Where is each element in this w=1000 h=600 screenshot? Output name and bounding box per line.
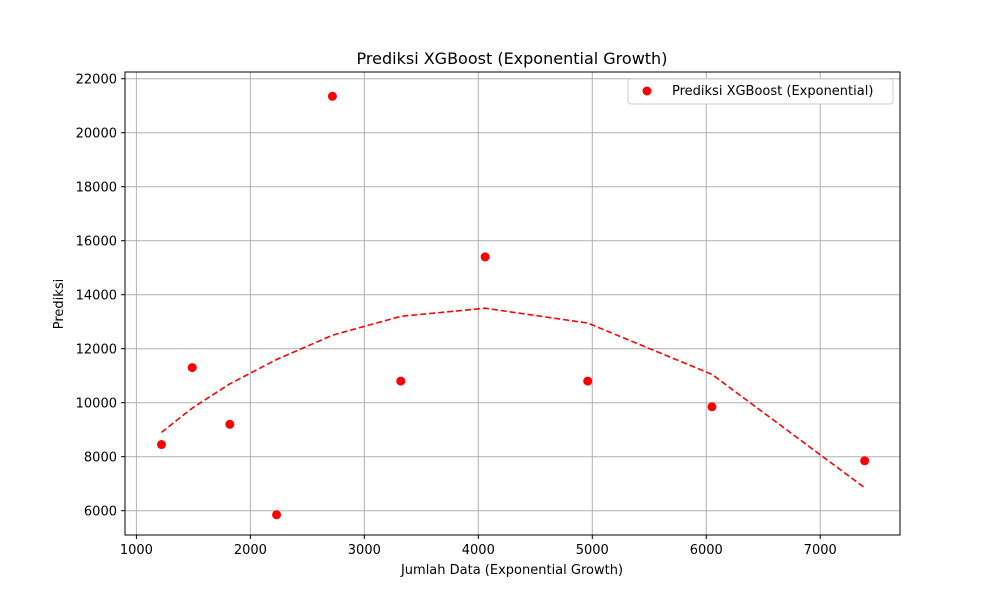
scatter-point [225, 419, 235, 429]
y-axis-label: Prediksi [52, 279, 67, 329]
scatter-point [156, 440, 166, 450]
x-tick-label: 1000 [120, 543, 153, 558]
x-tick-label: 3000 [348, 543, 381, 558]
scatter-point [187, 363, 197, 373]
x-tick-label: 4000 [462, 543, 495, 558]
y-tick-label: 14000 [76, 289, 117, 304]
y-tick-label: 18000 [76, 181, 117, 196]
x-tick-label: 7000 [804, 543, 837, 558]
x-axis: 1000 2000 3000 4000 5000 6000 7000 [120, 535, 837, 558]
y-tick-label: 8000 [84, 451, 117, 466]
y-tick-label: 22000 [76, 73, 117, 88]
scatter-point [480, 252, 490, 262]
x-tick-label: 2000 [234, 543, 267, 558]
x-tick-label: 6000 [690, 543, 723, 558]
plot-area [156, 91, 870, 520]
y-tick-label: 10000 [76, 397, 117, 412]
y-axis: 6000 8000 10000 12000 14000 16000 18000 20000 22… [76, 73, 125, 520]
scatter-point [327, 91, 337, 101]
y-tick-label: 16000 [76, 235, 117, 250]
y-tick-label: 12000 [76, 343, 117, 358]
scatter-point [396, 376, 406, 386]
legend-marker [642, 86, 652, 96]
chart-title: Prediksi XGBoost (Exponential Growth) [357, 49, 668, 68]
y-tick-label: 6000 [84, 505, 117, 520]
y-tick-label: 20000 [76, 127, 117, 142]
scatter-point [583, 376, 593, 386]
trend-line [160, 307, 866, 489]
legend-box [627, 78, 894, 105]
legend: Prediksi XGBoost (Exponential) [627, 78, 894, 105]
x-tick-label: 5000 [576, 543, 609, 558]
plot-frame [124, 71, 901, 536]
legend-label: Prediksi XGBoost (Exponential) [672, 84, 873, 99]
scatter-point [272, 510, 282, 520]
x-axis-label: Jumlah Data (Exponential Growth) [400, 563, 623, 578]
grid [125, 72, 900, 535]
scatter-point [860, 456, 870, 466]
scatter-point [707, 402, 717, 412]
